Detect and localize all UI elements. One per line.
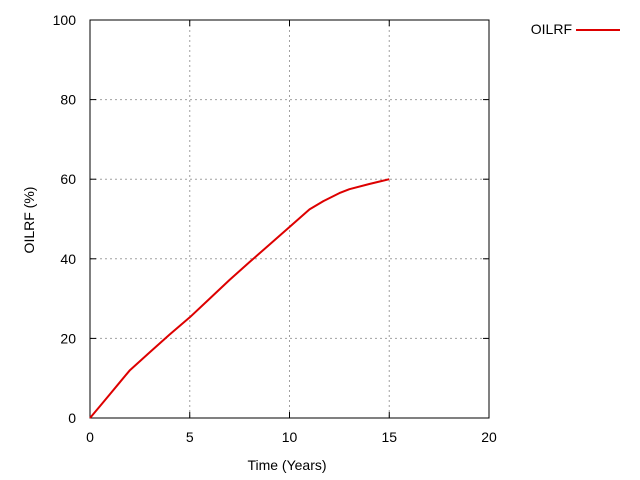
x-tick-label: 0 <box>86 429 94 445</box>
legend: OILRF <box>531 21 620 37</box>
legend-label: OILRF <box>531 21 572 37</box>
x-tick-label: 10 <box>282 429 298 445</box>
y-tick-label: 80 <box>60 92 76 108</box>
y-tick-label: 20 <box>60 330 76 346</box>
grid-lines <box>90 20 489 418</box>
x-tick-label: 20 <box>481 429 497 445</box>
y-tick-label: 0 <box>68 410 76 426</box>
y-tick-label: 60 <box>60 171 76 187</box>
y-tick-label: 100 <box>53 12 77 28</box>
series-layer <box>89 178 390 419</box>
axis-ticks: 0 5 10 15 20 0 20 40 60 80 100 <box>53 12 497 445</box>
series-line-oilrf <box>89 178 390 419</box>
y-axis-label: OILRF (%) <box>21 187 37 254</box>
x-axis-label: Time (Years) <box>247 457 326 473</box>
x-tick-label: 15 <box>381 429 397 445</box>
x-tick-label: 5 <box>186 429 194 445</box>
plot-frame <box>89 19 490 419</box>
y-tick-label: 40 <box>60 251 76 267</box>
